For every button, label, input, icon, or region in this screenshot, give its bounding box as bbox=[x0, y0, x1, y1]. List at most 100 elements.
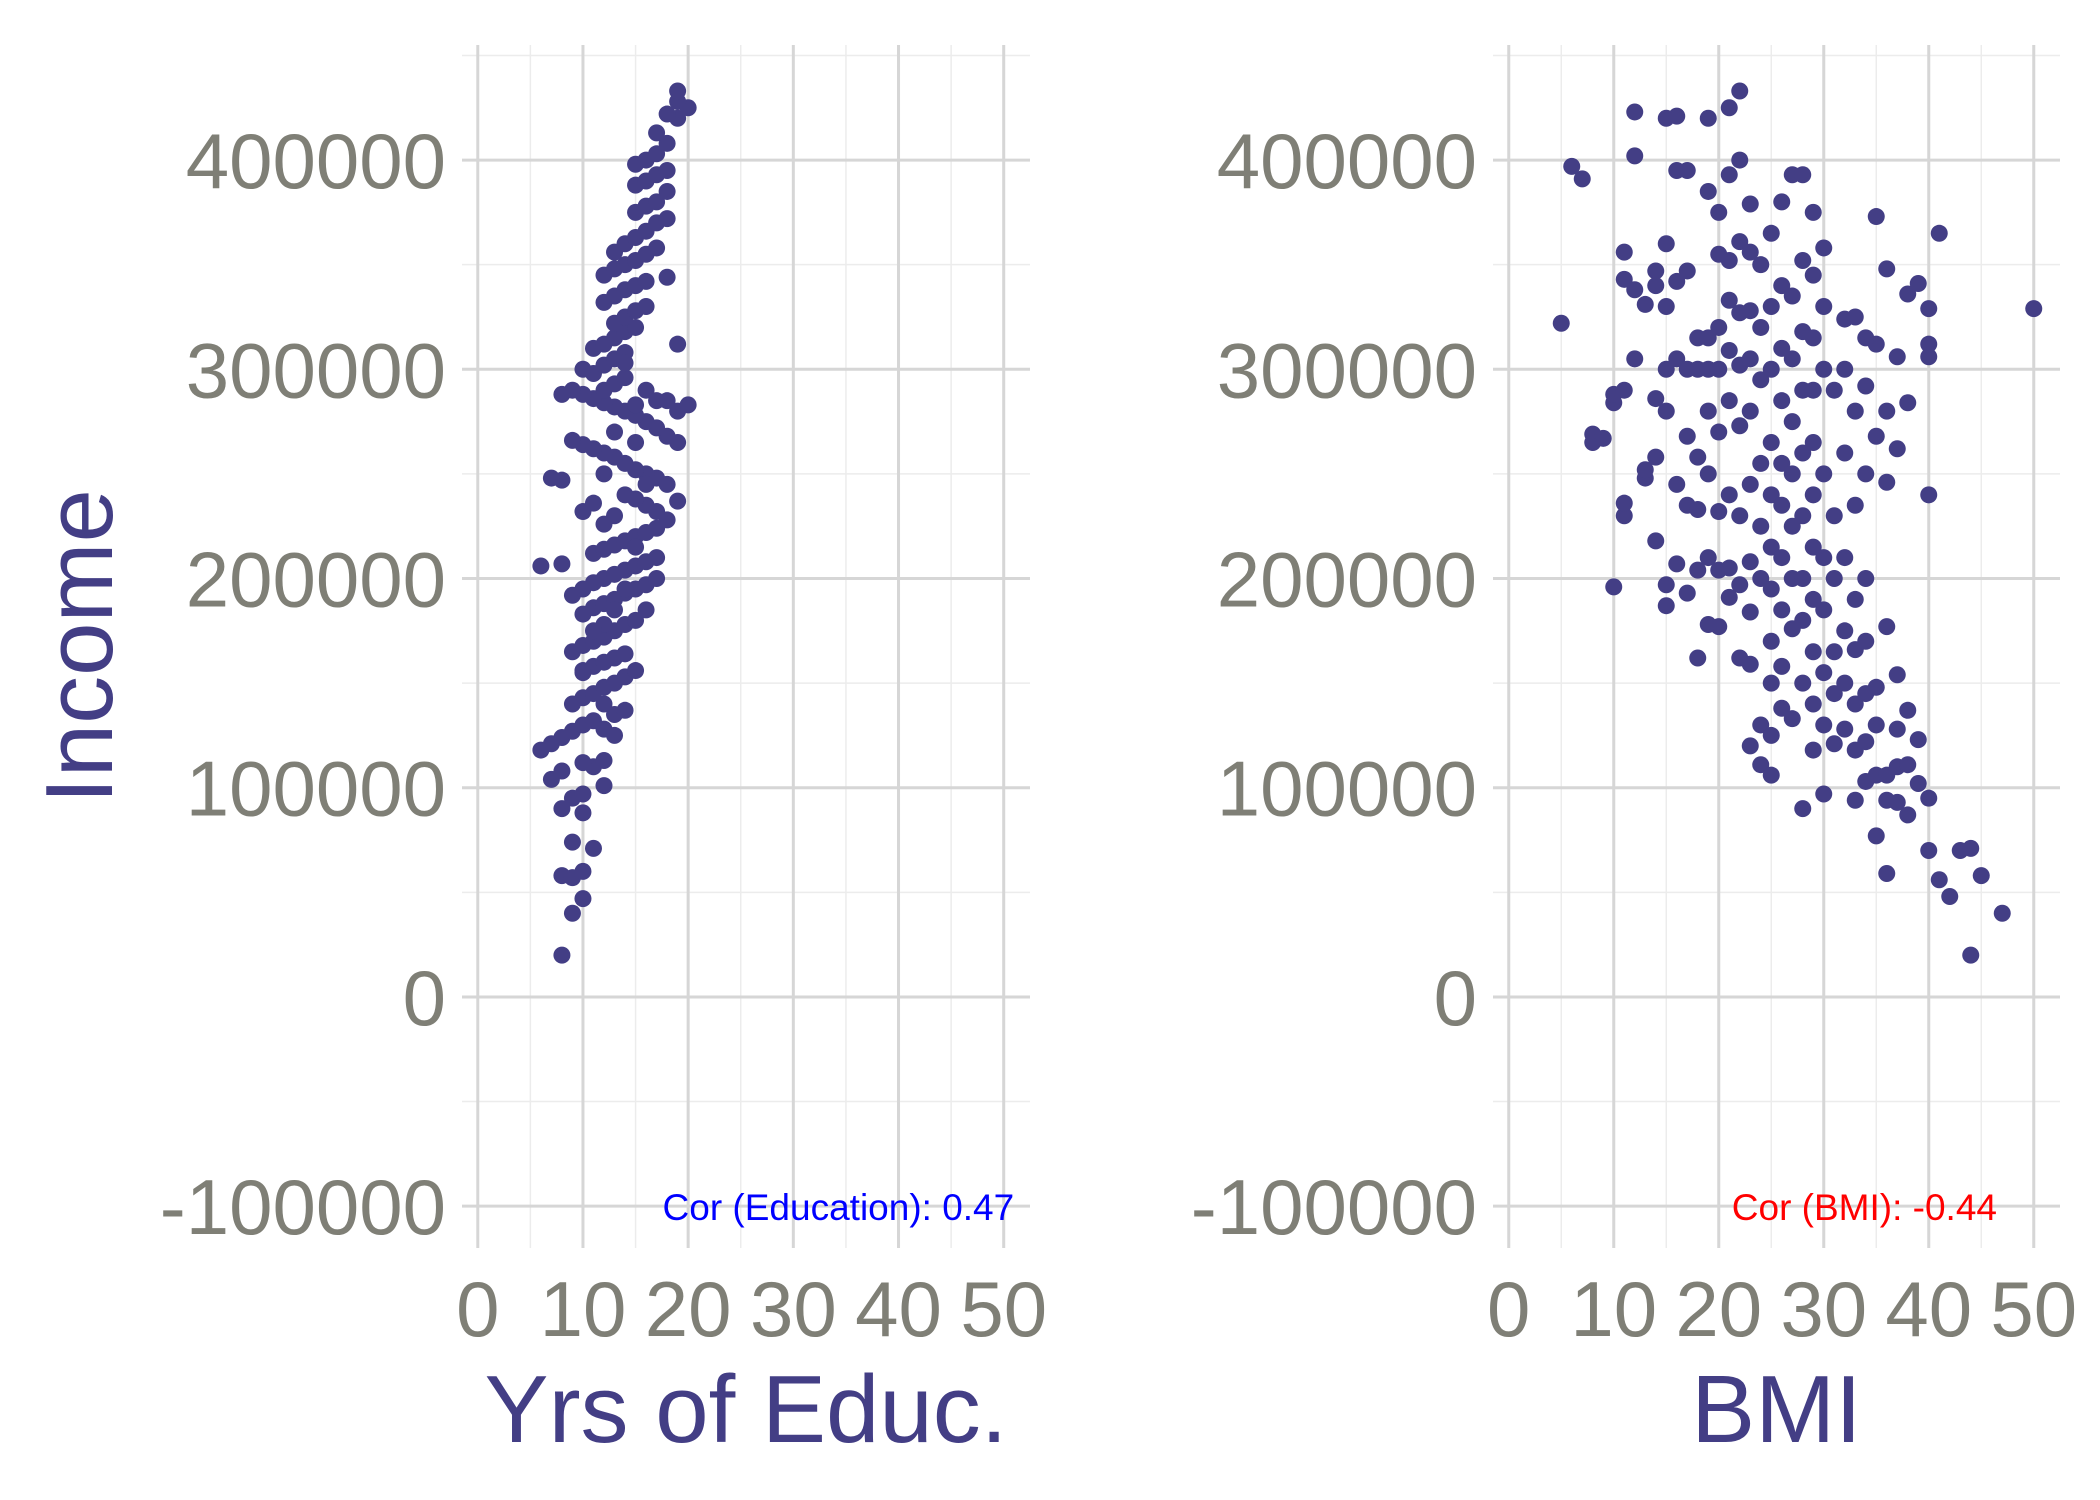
data-point bbox=[1836, 549, 1854, 567]
data-point bbox=[563, 904, 581, 922]
data-point bbox=[1605, 578, 1623, 596]
data-point bbox=[1899, 756, 1917, 774]
data-point bbox=[1815, 549, 1833, 567]
data-point bbox=[1699, 109, 1717, 127]
data-point bbox=[1783, 287, 1801, 305]
data-point bbox=[1678, 584, 1696, 602]
data-point bbox=[1773, 549, 1791, 567]
data-point bbox=[1626, 103, 1644, 121]
x-tick-label: 0 bbox=[1487, 1265, 1530, 1353]
data-point bbox=[1773, 339, 1791, 357]
data-point bbox=[627, 318, 645, 336]
data-point bbox=[616, 580, 634, 598]
data-point bbox=[1752, 716, 1770, 734]
data-point bbox=[1867, 827, 1885, 845]
data-point bbox=[574, 804, 592, 822]
points bbox=[532, 82, 697, 964]
data-point bbox=[1836, 622, 1854, 640]
x-tick-label: 40 bbox=[1885, 1265, 1972, 1353]
x-axis-title-education: Yrs of Educ. bbox=[485, 1356, 1008, 1463]
y-tick-label: 100000 bbox=[186, 745, 446, 833]
data-point bbox=[658, 134, 676, 152]
data-point bbox=[1636, 295, 1654, 313]
data-point bbox=[1762, 538, 1780, 556]
data-point bbox=[1710, 423, 1728, 441]
data-point bbox=[1867, 208, 1885, 226]
y-tick-label: 0 bbox=[1434, 954, 1477, 1042]
data-point bbox=[658, 105, 676, 123]
panel-bmi: 0 10 20 30 40 50-1000000100000200000300000400… bbox=[1191, 45, 2077, 1463]
data-point bbox=[1699, 465, 1717, 483]
data-point bbox=[1657, 597, 1675, 615]
y-axis-title-income: Income bbox=[26, 489, 133, 804]
data-point bbox=[1741, 402, 1759, 420]
data-point bbox=[1720, 291, 1738, 309]
data-point bbox=[1647, 448, 1665, 466]
data-point bbox=[553, 762, 571, 780]
data-point bbox=[595, 777, 613, 795]
data-point bbox=[606, 726, 624, 744]
data-point bbox=[574, 785, 592, 803]
data-point bbox=[627, 662, 645, 680]
data-point bbox=[1920, 789, 1938, 807]
data-point bbox=[1815, 601, 1833, 619]
data-point bbox=[1657, 576, 1675, 594]
data-point bbox=[1657, 298, 1675, 316]
data-point bbox=[1731, 576, 1749, 594]
data-point bbox=[1815, 360, 1833, 378]
data-point bbox=[1888, 793, 1906, 811]
data-point bbox=[1752, 371, 1770, 389]
data-point bbox=[1636, 461, 1654, 479]
data-point bbox=[1678, 162, 1696, 180]
data-point bbox=[1773, 657, 1791, 675]
data-point bbox=[1773, 277, 1791, 295]
data-point bbox=[1783, 413, 1801, 431]
data-point bbox=[1794, 444, 1812, 462]
data-point bbox=[553, 385, 571, 403]
x-tick-label: 0 bbox=[456, 1265, 499, 1353]
data-point bbox=[1762, 224, 1780, 242]
data-point bbox=[1699, 329, 1717, 347]
data-point bbox=[1857, 465, 1875, 483]
data-point bbox=[1615, 494, 1633, 512]
x-tick-label: 30 bbox=[1780, 1265, 1867, 1353]
data-point bbox=[1825, 685, 1843, 703]
data-point bbox=[1962, 839, 1980, 857]
data-point bbox=[1720, 251, 1738, 269]
data-point bbox=[1804, 266, 1822, 284]
data-point bbox=[1794, 570, 1812, 588]
data-point bbox=[1899, 394, 1917, 412]
data-point bbox=[574, 360, 592, 378]
data-point bbox=[595, 752, 613, 770]
data-point bbox=[1825, 570, 1843, 588]
data-point bbox=[1836, 720, 1854, 738]
data-point bbox=[574, 664, 592, 682]
y-tick-label: -100000 bbox=[1191, 1163, 1477, 1251]
data-point bbox=[1909, 275, 1927, 293]
data-point bbox=[1878, 473, 1896, 491]
data-point bbox=[1699, 549, 1717, 567]
data-point bbox=[1720, 99, 1738, 117]
data-point bbox=[1678, 427, 1696, 445]
data-point bbox=[1878, 260, 1896, 278]
data-point bbox=[1899, 285, 1917, 303]
data-point bbox=[1825, 507, 1843, 525]
data-point bbox=[637, 601, 655, 619]
data-point bbox=[1731, 151, 1749, 169]
data-point bbox=[1804, 643, 1822, 661]
data-point bbox=[1815, 716, 1833, 734]
data-point bbox=[1773, 496, 1791, 514]
data-point bbox=[1804, 695, 1822, 713]
data-point bbox=[1710, 503, 1728, 521]
data-point bbox=[1552, 314, 1570, 332]
data-point bbox=[658, 182, 676, 200]
data-point bbox=[1741, 302, 1759, 320]
data-point bbox=[669, 492, 687, 510]
data-point bbox=[1668, 555, 1686, 573]
data-point bbox=[1972, 867, 1990, 885]
data-point bbox=[1647, 390, 1665, 408]
data-point bbox=[1804, 590, 1822, 608]
data-point bbox=[1752, 756, 1770, 774]
data-point bbox=[574, 862, 592, 880]
